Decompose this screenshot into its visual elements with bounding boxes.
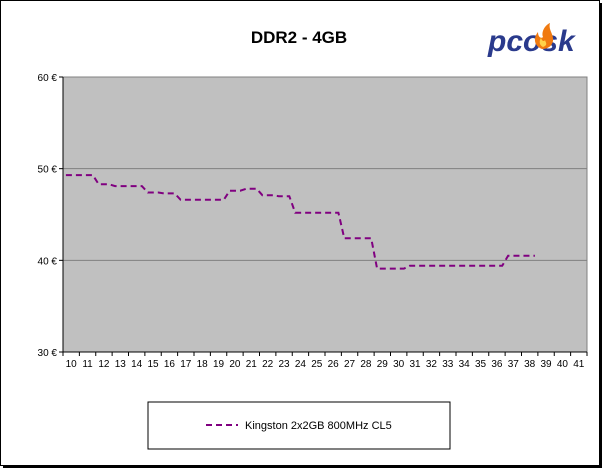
- logo-text: pcosk: [487, 25, 576, 58]
- legend-label: Kingston 2x2GB 800MHz CL5: [245, 420, 392, 432]
- y-tick-label: 50 €: [38, 165, 58, 176]
- plot-area: [62, 76, 588, 353]
- legend-box: [147, 401, 451, 450]
- x-tick-label: 16: [164, 359, 176, 370]
- y-tick-label: 30 €: [38, 348, 58, 359]
- x-tick-label: 38: [524, 359, 536, 370]
- x-tick-label: 21: [246, 359, 258, 370]
- x-tick-label: 20: [229, 359, 241, 370]
- chart-title: DDR2 - 4GB: [251, 28, 347, 47]
- y-tick-label: 60 €: [38, 73, 58, 84]
- x-tick-label: 37: [508, 359, 520, 370]
- x-tick-label: 40: [557, 359, 569, 370]
- x-tick-label: 33: [442, 359, 454, 370]
- pcosk-logo: pcosk: [487, 23, 576, 58]
- y-axis: 30 € 40 € 50 € 60 €: [38, 73, 64, 359]
- x-tick-label: 14: [131, 359, 143, 370]
- x-tick-label: 35: [475, 359, 487, 370]
- x-tick-label: 11: [82, 359, 93, 370]
- x-tick-label: 15: [148, 359, 160, 370]
- x-tick-label: 26: [328, 359, 340, 370]
- x-tick-label: 24: [295, 359, 307, 370]
- y-tick-label: 40 €: [38, 256, 58, 267]
- x-tick-label: 31: [410, 359, 422, 370]
- x-tick-label: 10: [66, 359, 78, 370]
- x-tick-label: 13: [115, 359, 127, 370]
- flame-icon: [534, 23, 554, 49]
- series-line-0: [65, 174, 535, 270]
- x-tick-label: 23: [279, 359, 291, 370]
- x-axis: 10 11 12 13 14 15 16 17 18 19 20 21 22 23 24 25 26 27 28 29…: [62, 351, 588, 370]
- x-tick-label: 39: [541, 359, 553, 370]
- x-tick-label: 17: [180, 359, 192, 370]
- x-tick-label: 29: [377, 359, 389, 370]
- x-tick-label: 28: [360, 359, 372, 370]
- x-tick-label: 25: [311, 359, 323, 370]
- x-tick-label: 32: [426, 359, 438, 370]
- series-group: [65, 174, 535, 270]
- x-tick-label: 27: [344, 359, 356, 370]
- x-tick-label: 12: [98, 359, 110, 370]
- x-tick-label: 34: [459, 359, 471, 370]
- x-tick-label: 41: [573, 359, 585, 370]
- x-tick-label: 19: [213, 359, 225, 370]
- x-tick-label: 30: [393, 359, 405, 370]
- grid-lines: [63, 168, 587, 261]
- x-tick-label: 18: [197, 359, 209, 370]
- x-tick-label: 22: [262, 359, 274, 370]
- x-tick-label: 36: [491, 359, 503, 370]
